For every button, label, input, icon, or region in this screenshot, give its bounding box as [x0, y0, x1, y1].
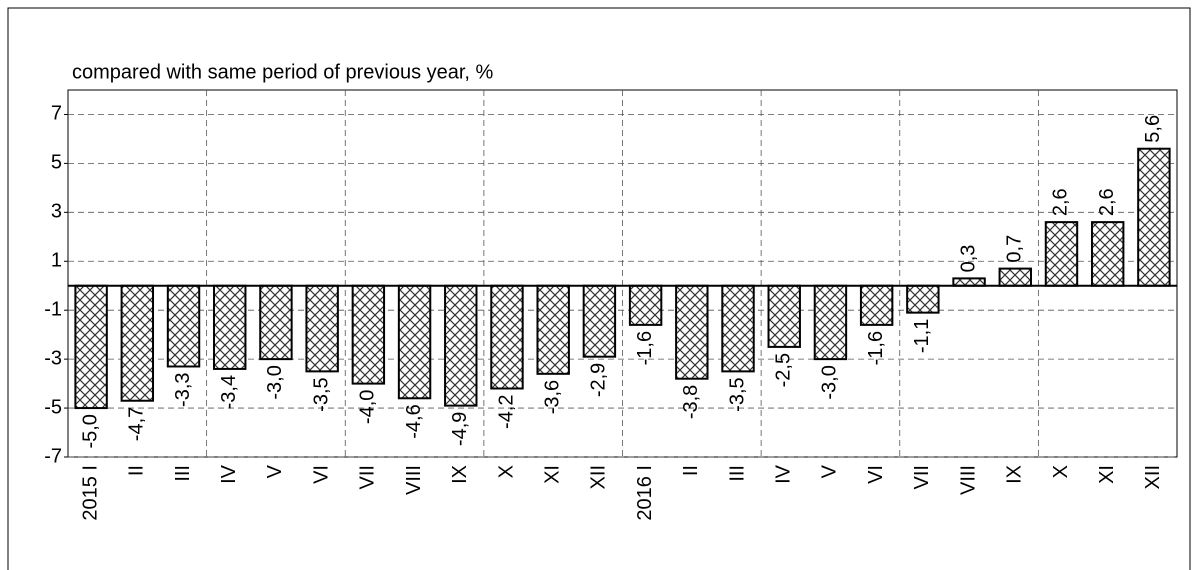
bar	[213, 284, 247, 370]
value-label: -4,2	[495, 394, 517, 428]
bar	[952, 277, 986, 287]
value-label: -4,9	[449, 412, 471, 446]
bar	[721, 284, 755, 373]
x-tick-label: VIII	[403, 465, 425, 495]
value-label: -3,5	[726, 377, 748, 411]
value-label: 2,6	[1050, 188, 1072, 216]
bar	[536, 284, 570, 375]
value-label: 0,7	[1004, 235, 1026, 263]
x-tick-label: XII	[1142, 465, 1164, 489]
x-tick-label: III	[726, 465, 748, 482]
value-label: -3,0	[819, 365, 841, 399]
value-label: -4,7	[126, 407, 148, 441]
x-tick-label: 2016 I	[634, 465, 656, 521]
bar	[859, 284, 894, 326]
x-tick-label: VII	[357, 465, 379, 489]
value-label: -3,5	[310, 377, 332, 411]
y-tick-label: -1	[44, 298, 62, 320]
x-tick-label: VIII	[957, 465, 979, 495]
value-label: -3,4	[218, 375, 240, 409]
bar	[998, 267, 1032, 287]
value-label: -2,9	[588, 363, 610, 397]
x-tick-label: IV	[218, 464, 240, 484]
bar	[1044, 221, 1079, 287]
x-tick-label: XI	[1096, 465, 1118, 484]
value-label: -2,5	[773, 353, 795, 387]
x-tick-label: V	[819, 464, 841, 478]
value-label: -1,1	[911, 319, 933, 353]
x-tick-label: II	[680, 465, 702, 476]
chart-title: compared with same period of previous ye…	[72, 61, 494, 83]
x-tick-label: III	[172, 465, 194, 482]
bar	[259, 284, 293, 361]
value-label: 0,3	[957, 245, 979, 273]
x-tick-label: VI	[865, 465, 887, 484]
x-tick-label: X	[495, 465, 517, 478]
x-tick-label: VI	[310, 465, 332, 484]
bar	[166, 284, 201, 368]
bar	[397, 284, 432, 400]
bar	[1090, 221, 1125, 287]
x-tick-label: 2015 I	[79, 465, 101, 521]
value-label: -5,0	[79, 414, 101, 448]
x-tick-label: IV	[773, 464, 795, 484]
y-tick-label: -7	[44, 445, 62, 467]
value-label: 5,6	[1142, 115, 1164, 143]
x-tick-label: X	[1050, 465, 1072, 478]
bar	[1137, 147, 1171, 287]
x-tick-label: II	[126, 465, 148, 476]
value-label: -3,3	[172, 372, 194, 406]
x-tick-label: VII	[911, 465, 933, 489]
bar	[444, 284, 478, 407]
frame	[7, 7, 1191, 570]
x-tick-label: XII	[588, 465, 610, 489]
bar	[906, 284, 940, 314]
bar	[767, 284, 801, 348]
y-tick-label: 1	[51, 250, 62, 272]
y-tick-label: -5	[44, 396, 62, 418]
value-label: -3,6	[541, 380, 563, 414]
bar	[813, 284, 848, 361]
value-label: -3,0	[264, 365, 286, 399]
y-tick-label: 3	[51, 201, 62, 223]
y-tick-label: 5	[51, 152, 62, 174]
x-tick-label: IX	[449, 465, 471, 484]
x-tick-label: IX	[1004, 465, 1026, 484]
value-label: -4,6	[403, 404, 425, 438]
bar	[120, 284, 155, 402]
value-label: -4,0	[357, 390, 379, 424]
x-tick-label: XI	[541, 465, 563, 484]
value-label: -1,6	[865, 331, 887, 365]
value-label: -3,8	[680, 385, 702, 419]
bar	[675, 284, 709, 380]
value-label: -1,6	[634, 331, 656, 365]
y-tick-label: 7	[51, 103, 62, 125]
y-tick-label: -3	[44, 347, 62, 369]
bar	[628, 284, 663, 326]
x-tick-label: V	[264, 464, 286, 478]
bar	[490, 284, 524, 390]
bar	[74, 284, 108, 410]
bar	[351, 284, 386, 385]
value-label: 2,6	[1096, 188, 1118, 216]
bar	[582, 284, 617, 358]
bar	[305, 284, 339, 373]
